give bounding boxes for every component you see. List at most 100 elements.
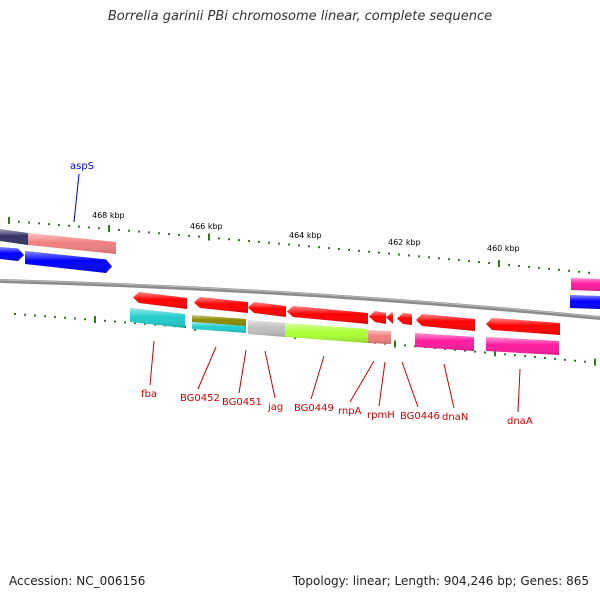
bottom-scale-tick	[64, 316, 66, 319]
gene-block-rnpA-shading	[369, 311, 386, 324]
top-scale-tick	[148, 231, 150, 234]
bottom-scale-tick	[594, 358, 596, 366]
gene-label-rpmH: rpmH	[367, 410, 395, 421]
gene-label-BG0446: BG0446	[400, 411, 440, 422]
bottom-scale-tick	[484, 351, 486, 354]
gene-block-dnaN-magenta-shading	[415, 333, 474, 351]
gene-label-rnpA: rnpA	[338, 406, 362, 417]
top-scale-tick	[168, 233, 170, 236]
top-scale-tick	[288, 243, 290, 246]
gene-label-dnaA: dnaA	[507, 416, 533, 427]
top-scale-tick	[228, 238, 230, 241]
gene-block-rpmH-shading	[386, 312, 393, 324]
gene-label-fba: fba	[141, 389, 157, 400]
top-scale-tick	[498, 259, 500, 267]
top-scale-tick	[478, 261, 480, 264]
top-scale-tick	[18, 220, 20, 223]
gene-label-jag: jag	[267, 402, 283, 413]
bottom-scale-tick	[84, 318, 86, 321]
label-leader-lines	[73, 173, 521, 413]
bottom-scale-tick	[564, 358, 566, 361]
leader-aspS	[73, 173, 80, 223]
gene-label-BG0449: BG0449	[294, 403, 334, 414]
top-scale-tick	[58, 223, 60, 226]
top-scale-tick	[98, 227, 100, 230]
gene-block-dnaA-magenta-shading	[486, 337, 559, 355]
top-scale-tick	[258, 240, 260, 243]
top-scale-tick	[378, 251, 380, 254]
top-scale-tick	[508, 263, 510, 266]
bottom-scale-tick	[474, 350, 476, 353]
top-scale-tick	[318, 246, 320, 249]
gene-block-BG0451-gray-shading	[248, 320, 285, 337]
gene-block-aspS-salmon-shading	[28, 233, 116, 254]
bottom-scale-tick	[544, 356, 546, 359]
gene-label-dnaN: dnaN	[442, 412, 468, 423]
bottom-scale-tick	[394, 340, 396, 348]
bottom-scale-tick	[24, 313, 26, 316]
gene-block-BG0449-shading	[287, 306, 368, 324]
leader-jag	[264, 350, 276, 399]
gene-block-blue-left-shading	[0, 247, 24, 261]
gene-block-navy-shading	[0, 229, 28, 245]
top-scale-tick	[578, 270, 580, 273]
top-scale-tick	[468, 260, 470, 263]
chromosome-backbone-highlight	[0, 279, 600, 318]
top-scale-tick	[238, 239, 240, 242]
top-scale-tick	[88, 226, 90, 229]
top-scale-tick	[458, 259, 460, 262]
gene-block-blue-right-edge-shading	[570, 295, 600, 309]
top-scale-tick	[138, 230, 140, 233]
top-scale-tick	[308, 245, 310, 248]
bottom-scale-tick	[524, 355, 526, 358]
accession-text: Accession: NC_006156	[9, 574, 146, 588]
gene-label-BG0452: BG0452	[180, 393, 220, 404]
gene-block-BG0452-shading	[194, 297, 248, 313]
top-scale-tick	[398, 253, 400, 256]
top-scale-tick	[298, 244, 300, 247]
summary-text: Topology: linear; Length: 904,246 bp; Ge…	[292, 574, 589, 588]
top-scale-tick	[78, 225, 80, 228]
top-scale-tick	[548, 267, 550, 270]
top-scale-tick	[8, 217, 10, 224]
bottom-scale-tick	[114, 320, 116, 323]
top-scale-tick	[488, 262, 490, 265]
top-scale-tick	[348, 248, 350, 251]
gene-label-BG0451: BG0451	[222, 397, 262, 408]
bottom-scale-tick	[454, 348, 456, 351]
leader-rnpA	[349, 360, 375, 403]
bottom-scale-tick	[54, 315, 56, 318]
bottom-scale-tick	[534, 356, 536, 359]
top-scale-tick	[218, 237, 220, 240]
leader-rpmH	[378, 361, 386, 407]
scale-label-466: 466 kbp	[190, 222, 223, 231]
gene-block-dnaA-shading	[486, 318, 560, 335]
gene-block-dnaN-shading	[416, 314, 475, 331]
leader-BG0451	[238, 349, 247, 394]
bottom-scale-tick	[514, 354, 516, 357]
leader-dnaN	[443, 363, 455, 409]
top-scale-tick	[158, 232, 160, 235]
bottom-scale-tick	[144, 322, 146, 325]
gene-features	[0, 229, 600, 355]
gene-block-rnpA-salmon-shading	[368, 330, 391, 344]
chromosome-backbone	[0, 279, 600, 320]
top-scale-tick	[108, 225, 110, 233]
top-scale-tick	[358, 249, 360, 252]
top-scale-tick	[198, 235, 200, 238]
top-scale-tick	[68, 224, 70, 227]
bottom-scale-tick	[74, 317, 76, 320]
top-scale-tick	[178, 233, 180, 236]
top-scale-tick	[268, 241, 270, 244]
bottom-scale-tick	[44, 315, 46, 318]
top-scale-tick	[518, 264, 520, 267]
bottom-scale-tick	[124, 321, 126, 324]
bottom-scale-tick	[14, 313, 16, 315]
map-title: Borrelia garinii PBi chromosome linear, …	[107, 9, 493, 24]
scale-label-464: 464 kbp	[289, 231, 322, 240]
gene-block-fba-shading	[133, 292, 187, 309]
gene-block-BG0452-olive-shading	[192, 315, 246, 326]
top-scale-tick	[338, 248, 340, 251]
